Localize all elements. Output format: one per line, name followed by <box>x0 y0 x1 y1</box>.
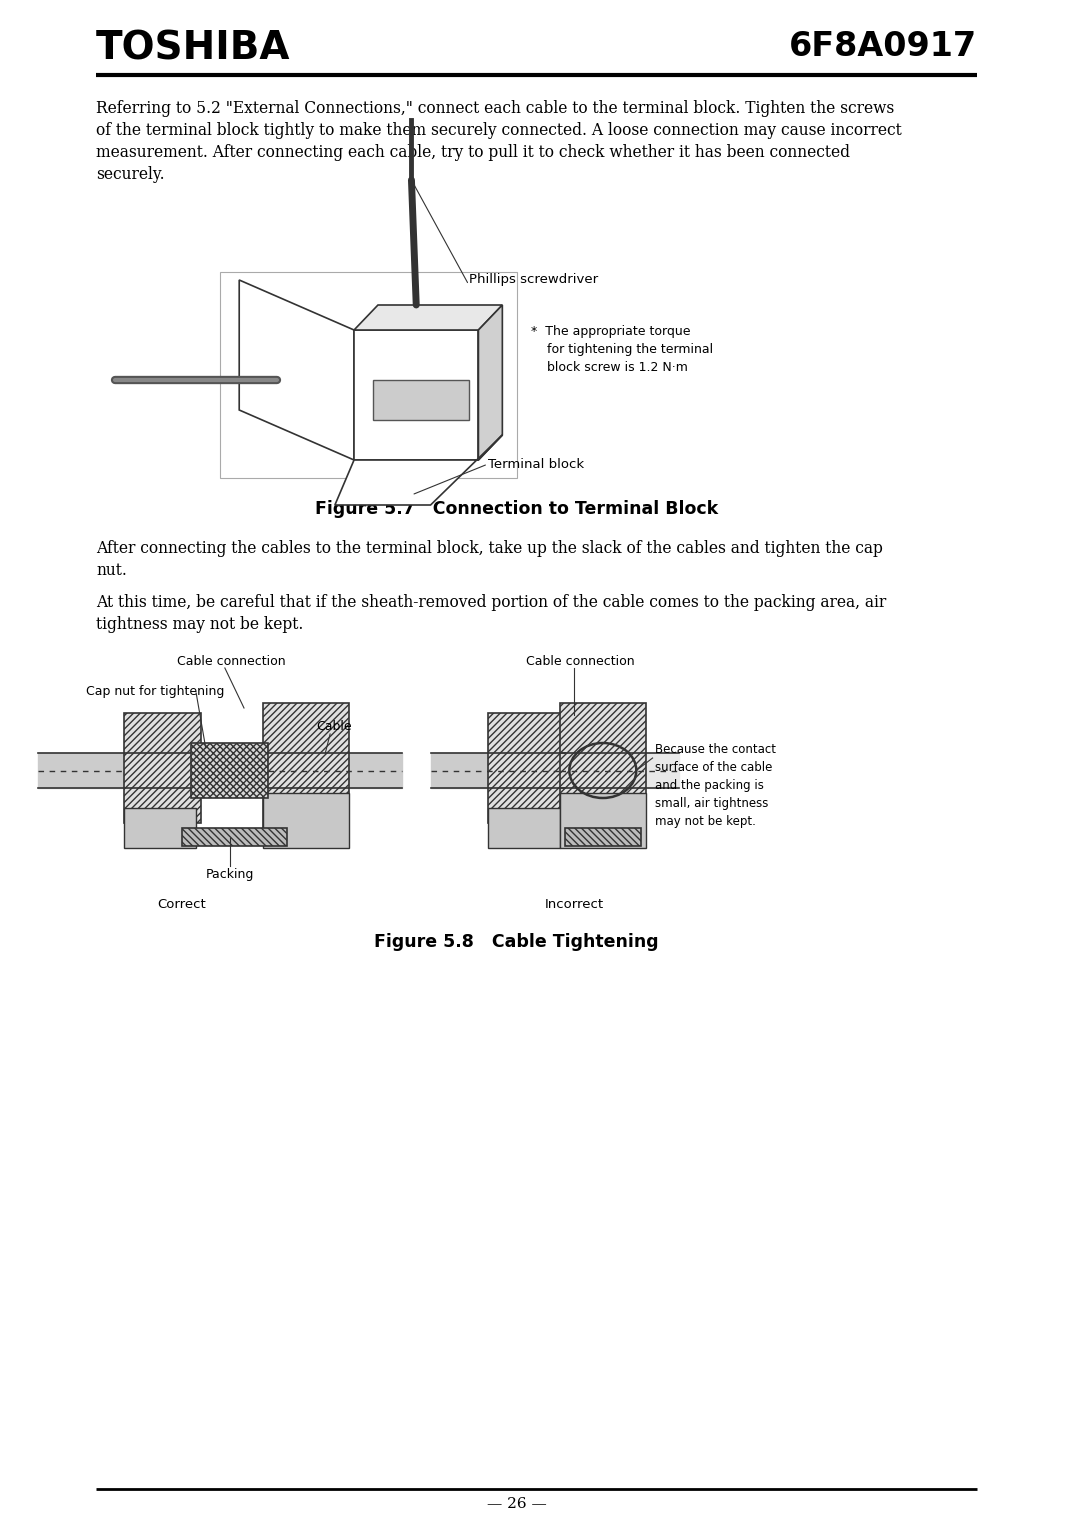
Bar <box>559 793 646 847</box>
Text: of the terminal block tightly to make them securely connected. A loose connectio: of the terminal block tightly to make th… <box>96 122 902 139</box>
Text: At this time, be careful that if the sheath-removed portion of the cable comes t: At this time, be careful that if the she… <box>96 594 887 611</box>
Bar <box>565 828 642 846</box>
Text: block screw is 1.2 N·m: block screw is 1.2 N·m <box>531 360 688 374</box>
Text: After connecting the cables to the terminal block, take up the slack of the cabl: After connecting the cables to the termi… <box>96 541 883 557</box>
Bar <box>374 380 469 420</box>
Text: *  The appropriate torque: * The appropriate torque <box>531 325 690 337</box>
Bar <box>559 702 646 834</box>
Text: Phillips screwdriver: Phillips screwdriver <box>469 273 598 286</box>
Polygon shape <box>354 305 502 330</box>
Text: Figure 5.7   Connection to Terminal Block: Figure 5.7 Connection to Terminal Block <box>315 499 718 518</box>
Polygon shape <box>335 435 502 505</box>
Bar <box>124 713 201 823</box>
Bar <box>191 744 268 799</box>
Text: Correct: Correct <box>158 898 206 912</box>
Text: Incorrect: Incorrect <box>544 898 604 912</box>
Text: Because the contact
surface of the cable
and the packing is
small, air tightness: Because the contact surface of the cable… <box>656 744 777 828</box>
Text: Figure 5.8   Cable Tightening: Figure 5.8 Cable Tightening <box>375 933 659 951</box>
Bar <box>124 808 197 847</box>
Text: TOSHIBA: TOSHIBA <box>96 31 291 69</box>
Text: Cap nut for tightening: Cap nut for tightening <box>86 686 225 698</box>
Text: tightness may not be kept.: tightness may not be kept. <box>96 615 303 634</box>
Text: — 26 —: — 26 — <box>487 1496 546 1512</box>
Text: Referring to 5.2 "External Connections," connect each cable to the terminal bloc: Referring to 5.2 "External Connections,"… <box>96 99 894 118</box>
Text: Cable connection: Cable connection <box>526 655 635 667</box>
Text: 6F8A0917: 6F8A0917 <box>788 31 976 63</box>
Text: Terminal block: Terminal block <box>488 458 584 470</box>
Text: Cable connection: Cable connection <box>177 655 285 667</box>
Text: nut.: nut. <box>96 562 127 579</box>
Text: Packing: Packing <box>205 867 254 881</box>
Polygon shape <box>239 279 354 460</box>
Bar <box>181 828 287 846</box>
Bar <box>488 808 559 847</box>
Text: Cable: Cable <box>315 721 351 733</box>
Polygon shape <box>478 305 502 460</box>
Bar <box>488 713 565 823</box>
Bar <box>220 272 516 478</box>
Bar <box>264 702 349 834</box>
Text: measurement. After connecting each cable, try to pull it to check whether it has: measurement. After connecting each cable… <box>96 144 850 160</box>
Polygon shape <box>354 330 478 460</box>
Text: for tightening the terminal: for tightening the terminal <box>531 344 713 356</box>
Text: securely.: securely. <box>96 166 165 183</box>
Bar <box>264 793 349 847</box>
